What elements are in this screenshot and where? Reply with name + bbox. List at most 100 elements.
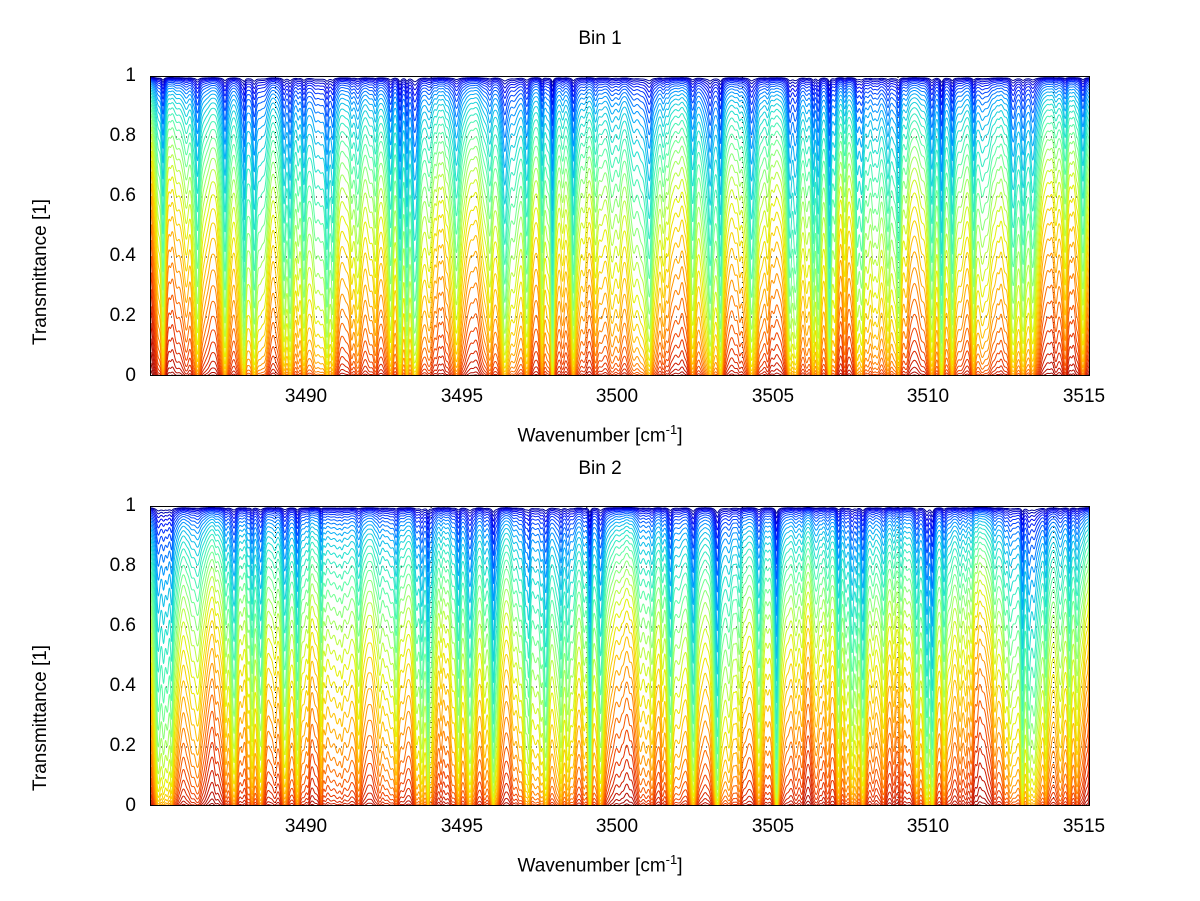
x-axis-label-bracket-bin2: ]	[677, 855, 683, 877]
spectrum-curve	[151, 517, 1089, 637]
spectrum-curve	[151, 589, 1089, 805]
ytick-bin1-1: 1	[125, 65, 136, 86]
ytick-bin2-0p4: 0.4	[109, 675, 136, 696]
spectrum-curve	[151, 126, 1089, 363]
spectrum-curve	[151, 716, 1089, 805]
spectrum-curve	[151, 80, 1089, 140]
y-axis-label-bin1: Transmittance [1]	[30, 199, 52, 345]
spectrum-curve	[151, 732, 1089, 805]
spectrum-curve	[151, 183, 1089, 375]
spectrum-curve	[151, 638, 1089, 805]
spectrum-curve	[151, 196, 1089, 375]
y-axis-label-text-bin2: Transmittance [1]	[30, 644, 51, 791]
spectrum-curve	[151, 775, 1089, 805]
ytick-bin1-0p6: 0.6	[109, 185, 136, 206]
ytick-bin1-0: 0	[125, 365, 136, 386]
x-axis-label-superscript-bin2: -1	[665, 852, 678, 867]
spectrum-curve	[151, 512, 1089, 580]
xtick-bin1-3490: 3490	[284, 386, 328, 407]
xtick-bin1-3515: 3515	[1062, 386, 1106, 407]
ytick-bin2-0p2: 0.2	[109, 735, 136, 756]
spectrum-curve	[151, 95, 1089, 276]
ytick-bin2-0p6: 0.6	[109, 615, 136, 636]
spectrum-curve	[151, 224, 1089, 375]
xtick-bin2-3505: 3505	[751, 816, 795, 837]
x-axis-label-text-bin1: Wavenumber [cm	[517, 425, 666, 447]
spectrum-curve	[151, 87, 1089, 212]
subplot-bin2: Bin 2 Transmittance [1] 1 0.8 0.6 0.4 0.…	[0, 446, 1200, 901]
spectrum-curve	[151, 531, 1089, 725]
spectra-plot-bin1	[151, 77, 1089, 375]
ytick-bin2-0: 0	[125, 795, 136, 816]
axes-bin2	[150, 506, 1090, 806]
spectrum-curve	[151, 81, 1089, 155]
spectrum-curve	[151, 209, 1089, 375]
spectrum-curve	[151, 79, 1089, 127]
spectrum-curve	[180, 786, 1089, 805]
spectrum-curve	[151, 160, 1089, 375]
spectrum-curve	[151, 508, 1089, 541]
subplot-bin1: Bin 1 Transmittance [1] 1 0.8 0.6 0.4 0.…	[0, 28, 1200, 447]
spectrum-curve	[151, 240, 1089, 375]
spectrum-curve	[151, 507, 1089, 514]
spectrum-curve	[151, 78, 1089, 106]
y-axis-label-text-bin1: Transmittance [1]	[30, 198, 51, 345]
spectrum-curve	[151, 510, 1089, 565]
spectrum-curve	[151, 515, 1089, 616]
plot-title-bin2: Bin 2	[578, 458, 622, 479]
spectrum-curve	[151, 83, 1089, 173]
spectra-plot-bin2	[151, 507, 1089, 805]
x-axis-label-bin1: Wavenumber [cm-1]	[0, 422, 1200, 447]
ytick-bin2-1: 1	[125, 495, 136, 516]
spectrum-curve	[151, 762, 1089, 805]
spectrum-curve	[151, 541, 1089, 760]
spectrum-curve	[151, 508, 1089, 532]
spectrum-curve	[151, 507, 1089, 525]
spectrum-curve	[151, 700, 1089, 805]
ytick-bin1-0p4: 0.4	[109, 245, 136, 266]
spectrum-curve	[151, 142, 1089, 373]
spectrum-curve	[151, 509, 1089, 552]
spectrum-curve	[151, 92, 1089, 255]
plot-title-bin1: Bin 1	[578, 28, 622, 49]
y-axis-label-bin2: Transmittance [1]	[30, 645, 52, 791]
spectrum-curve	[151, 256, 1089, 375]
spectrum-curve	[151, 77, 1089, 83]
x-axis-label-bracket-bin1: ]	[677, 425, 683, 447]
spectrum-curve	[151, 120, 1089, 355]
xtick-bin2-3500: 3500	[595, 816, 639, 837]
spectrum-curve	[151, 85, 1089, 192]
xtick-bin1-3510: 3510	[906, 386, 950, 407]
ytick-bin2-0p8: 0.8	[109, 555, 136, 576]
x-axis-label-text-bin2: Wavenumber [cm	[517, 855, 666, 877]
spectrum-curve	[151, 99, 1089, 296]
xtick-bin2-3510: 3510	[906, 816, 950, 837]
xtick-bin2-3495: 3495	[440, 816, 484, 837]
spectrum-curve	[151, 171, 1089, 375]
spectrum-curve	[151, 133, 1089, 369]
ytick-bin1-0p2: 0.2	[109, 305, 136, 326]
spectrum-curve	[151, 89, 1089, 234]
x-axis-label-bin2: Wavenumber [cm-1]	[0, 852, 1200, 877]
xtick-bin2-3515: 3515	[1062, 816, 1106, 837]
spectrum-curve	[151, 272, 1089, 375]
xtick-bin2-3490: 3490	[284, 816, 328, 837]
xtick-bin1-3495: 3495	[440, 386, 484, 407]
spectrum-curve	[151, 108, 1089, 331]
spectrum-curve	[151, 78, 1089, 116]
spectrum-curve	[151, 103, 1089, 315]
spectra-curves	[151, 77, 1089, 375]
spectrum-curve	[151, 77, 1089, 92]
ytick-bin1-0p8: 0.8	[109, 125, 136, 146]
spectrum-curve	[151, 77, 1089, 99]
xtick-bin1-3500: 3500	[595, 386, 639, 407]
x-axis-label-superscript-bin1: -1	[665, 422, 678, 437]
spectrum-curve	[205, 795, 1089, 805]
axes-bin1	[150, 76, 1090, 376]
xtick-bin1-3505: 3505	[751, 386, 795, 407]
spectrum-curve	[151, 114, 1089, 344]
spectrum-curve	[151, 289, 1089, 375]
spectra-curves	[151, 507, 1089, 805]
spectrum-curve	[151, 747, 1089, 805]
